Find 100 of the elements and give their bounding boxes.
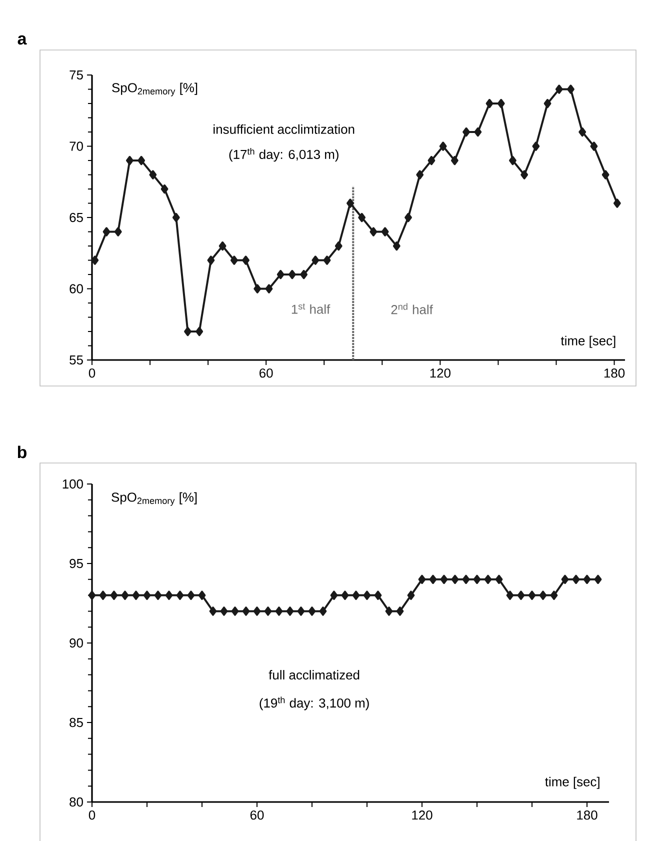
y-tick-label: 55 — [70, 355, 83, 365]
y-tick-label: 60 — [70, 284, 83, 294]
y-tick-label: 75 — [70, 70, 83, 80]
annotation: insufficient acclimtization — [214, 124, 354, 134]
point — [176, 590, 184, 600]
point — [218, 241, 226, 251]
point — [450, 156, 458, 166]
point — [264, 606, 272, 616]
point — [374, 590, 382, 600]
point — [418, 574, 426, 584]
x-tick-label: 180 — [604, 368, 625, 378]
point — [520, 170, 528, 180]
x-tick-label: 0 — [88, 368, 96, 378]
point — [539, 590, 547, 600]
point — [198, 590, 206, 600]
point — [473, 574, 481, 584]
point — [495, 574, 503, 584]
point — [544, 98, 552, 108]
point — [509, 156, 516, 166]
point — [404, 212, 412, 222]
point — [484, 574, 492, 584]
x-axis-title: time [sec] — [560, 336, 616, 348]
y-axis-title: SpO$_{2memory}$ [%] — [112, 492, 197, 506]
point — [220, 606, 228, 616]
x-tick-label: 60 — [250, 810, 264, 820]
x-tick-label: 60 — [260, 368, 273, 378]
point — [132, 590, 140, 600]
x-tick-label: 180 — [577, 810, 598, 820]
annotation: (17$^{th}$ day: 6,013 m) — [229, 148, 338, 162]
point — [300, 270, 308, 280]
point — [114, 227, 122, 236]
x-axis-title: time [sec] — [545, 776, 600, 789]
point — [207, 256, 215, 265]
point — [407, 590, 415, 600]
point — [392, 241, 400, 251]
annotation: 1$^{st}$ half — [292, 304, 330, 314]
point — [154, 590, 162, 600]
point — [253, 606, 261, 616]
point — [160, 184, 168, 194]
point — [288, 270, 296, 280]
point — [590, 142, 598, 151]
point — [276, 270, 284, 280]
point — [102, 227, 110, 236]
x-tick-label: 0 — [88, 810, 96, 820]
point — [602, 170, 610, 180]
point — [149, 170, 157, 180]
point — [474, 127, 482, 137]
point — [286, 606, 294, 616]
chart-title: b — [18, 446, 26, 458]
point — [528, 590, 536, 600]
point — [429, 574, 437, 584]
point — [396, 606, 404, 616]
point — [323, 256, 331, 265]
point — [187, 590, 195, 600]
point — [341, 590, 349, 600]
point — [532, 142, 540, 151]
y-tick-label: 65 — [70, 212, 83, 222]
y-tick-label: 100 — [62, 479, 83, 489]
point — [265, 284, 273, 294]
y-axis-title: SpO$_{2memory}$ [%] — [112, 82, 198, 96]
point — [297, 606, 305, 616]
point — [370, 227, 378, 236]
point — [308, 606, 316, 616]
point — [242, 256, 250, 265]
point — [363, 590, 371, 600]
point — [440, 574, 448, 584]
point — [88, 590, 96, 600]
point — [385, 606, 393, 616]
x-tick-label: 120 — [430, 368, 450, 378]
point — [138, 156, 146, 166]
point — [550, 590, 558, 600]
point — [578, 127, 586, 137]
y-tick-label: 90 — [70, 638, 83, 648]
point — [416, 170, 424, 180]
point — [428, 156, 436, 166]
y-tick-label: 70 — [70, 142, 83, 151]
point — [121, 590, 129, 600]
point — [439, 142, 447, 151]
point — [110, 590, 118, 600]
point — [319, 606, 327, 616]
point — [312, 256, 320, 265]
point — [165, 590, 173, 600]
point — [275, 606, 283, 616]
y-tick-label: 95 — [70, 558, 83, 568]
point — [330, 590, 338, 600]
point — [91, 256, 99, 265]
point — [497, 98, 505, 108]
point — [209, 606, 217, 616]
point — [196, 326, 204, 336]
point — [567, 84, 574, 94]
point — [462, 574, 470, 584]
point — [352, 590, 360, 600]
annotation: full acclimatized — [268, 670, 360, 680]
point — [230, 256, 238, 265]
point — [594, 574, 602, 584]
point — [506, 590, 514, 600]
point — [184, 326, 192, 336]
point — [143, 590, 151, 600]
annotation: (19$^{th}$ day: 3,100 m) — [260, 696, 369, 710]
point — [358, 212, 366, 222]
